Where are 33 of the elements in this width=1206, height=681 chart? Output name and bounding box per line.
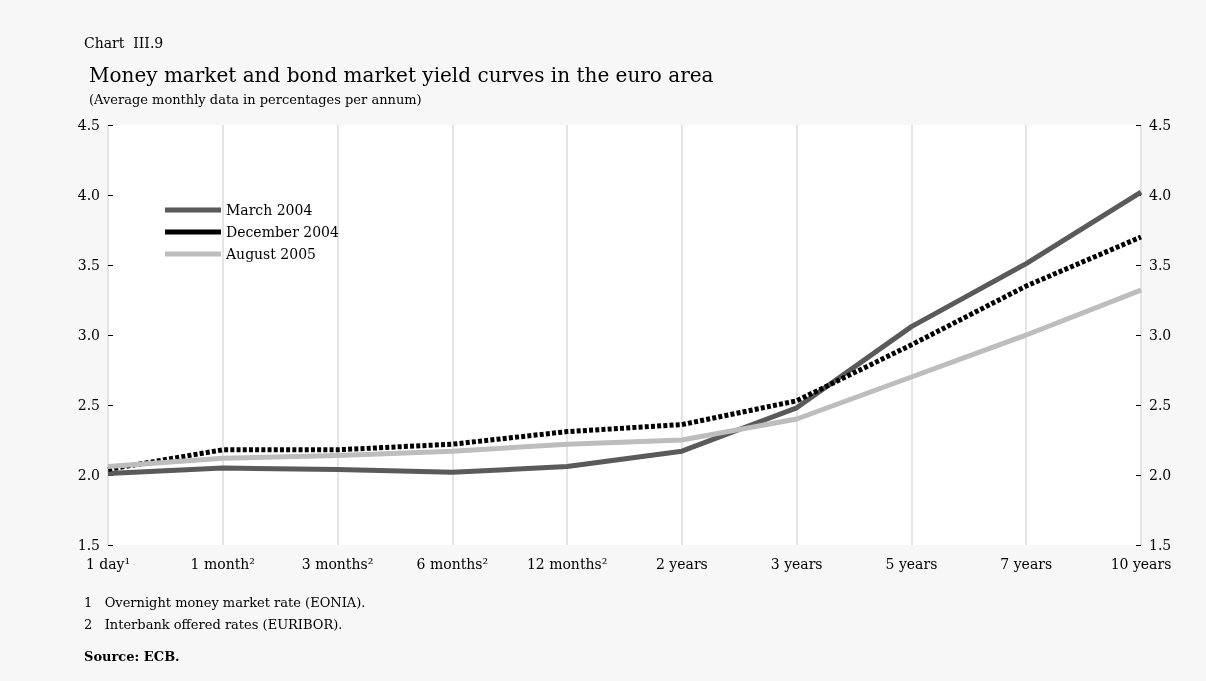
y2-tick-label: 2.0 — [1149, 467, 1172, 483]
legend-label: March 2004 — [226, 202, 313, 218]
y-tick-label: 2.0 — [77, 467, 100, 483]
legend-label: August 2005 — [225, 246, 316, 262]
x-tick-label: 2 years — [656, 556, 708, 572]
x-tick-label: 3 months² — [301, 556, 374, 572]
y-tick-label: 3.5 — [77, 257, 100, 273]
legend-label: December 2004 — [226, 224, 340, 240]
text: 1 Overnight money market rate (EONIA). — [84, 595, 366, 610]
x-tick-label: 10 years — [1110, 556, 1172, 572]
text: Chart III.9 — [84, 35, 164, 51]
y-tick-label: 4.0 — [77, 187, 100, 203]
y2-tick-label: 2.5 — [1149, 397, 1172, 413]
text: 2 Interbank offered rates (EURIBOR). — [84, 617, 343, 632]
y2-tick-label: 4.0 — [1149, 187, 1172, 203]
x-tick-label: 3 years — [770, 556, 823, 572]
y2-tick-label: 3.5 — [1149, 257, 1172, 273]
x-tick-label: 7 years — [1000, 556, 1053, 572]
y2-tick-label: 3.0 — [1149, 327, 1172, 343]
y2-tick-label: 4.5 — [1149, 117, 1172, 133]
chart-title: Money market and bond market yield curves in the euro area — [89, 63, 714, 87]
y-tick-label: 3.0 — [77, 327, 100, 343]
x-tick-label: 1 month² — [190, 556, 255, 572]
x-tick-label: 12 months² — [526, 556, 608, 572]
x-tick-label: 6 months² — [416, 556, 489, 572]
source-note: Source: ECB. — [84, 649, 180, 664]
chart-subtitle: (Average monthly data in percentages per annum) — [89, 92, 422, 107]
y2-tick-label: 1.5 — [1149, 537, 1172, 553]
x-tick-label: 1 day¹ — [85, 556, 131, 572]
y-tick-label: 4.5 — [77, 117, 100, 133]
y-tick-label: 1.5 — [77, 537, 100, 553]
x-tick-label: 5 years — [885, 556, 938, 572]
y-tick-label: 2.5 — [77, 397, 100, 413]
